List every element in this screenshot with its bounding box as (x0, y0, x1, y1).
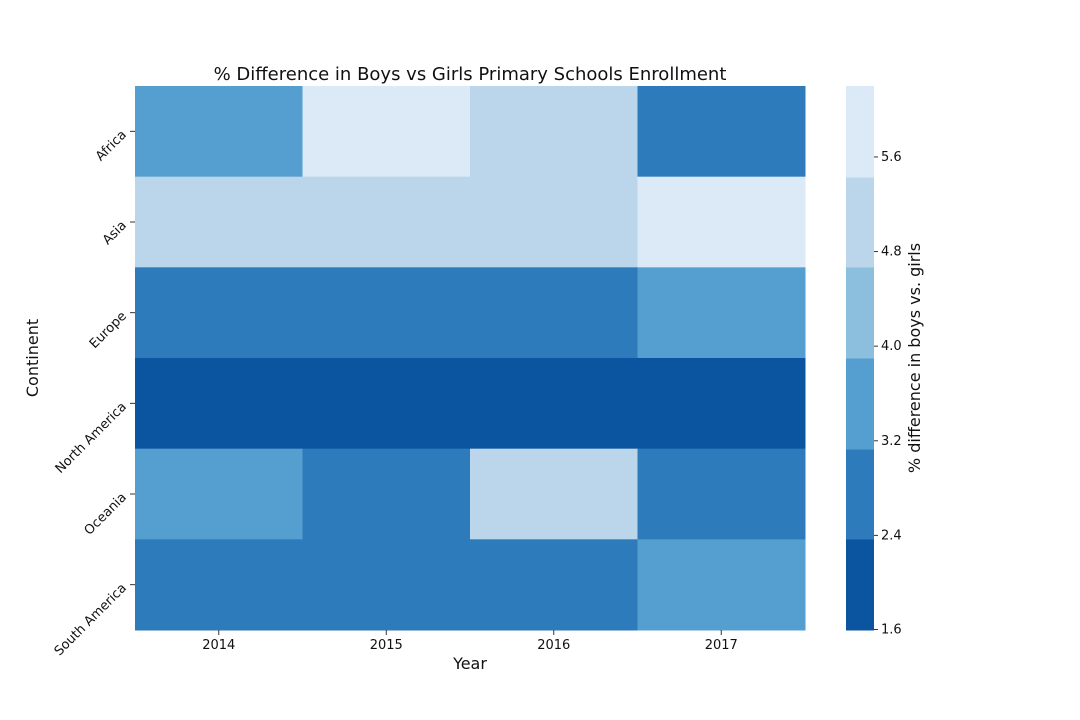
heatmap-cell (135, 267, 303, 359)
colorbar-tick-label: 1.6 (881, 623, 902, 638)
heatmap-cell (637, 358, 806, 450)
heatmap-cell (470, 267, 638, 359)
heatmap-cell (302, 86, 471, 178)
chart-title: % Difference in Boys vs Girls Primary Sc… (214, 64, 727, 85)
heatmap-cell (302, 358, 471, 450)
colorbar-segment (846, 538, 874, 631)
heatmap-cell (135, 86, 303, 178)
heatmap-cell (470, 448, 638, 540)
colorbar (846, 86, 874, 631)
x-tick-label: 2014 (202, 638, 235, 653)
y-tick-label: South America (52, 581, 130, 659)
colorbar-segment (846, 449, 874, 540)
heatmap-cell (135, 358, 303, 450)
heatmap-cell (470, 176, 638, 268)
y-tick-label: Oceania (82, 490, 130, 538)
x-tick-label: 2016 (537, 638, 570, 653)
colorbar-segment (846, 266, 874, 359)
colorbar-segment (846, 177, 874, 268)
heatmap-cell (302, 176, 471, 268)
colorbar-tick-label: 4.8 (881, 245, 902, 260)
heatmap-cell (470, 86, 638, 178)
heatmap-cell (470, 539, 638, 631)
y-tick-label: Africa (93, 128, 130, 165)
colorbar-tick-labels: 1.6 2.4 3.2 4.0 4.8 5.6 (874, 150, 902, 638)
colorbar-tick-label: 4.0 (881, 339, 902, 354)
heatmap-cell (470, 358, 638, 450)
heatmap-cell (302, 448, 471, 540)
colorbar-label: % difference in boys vs. girls (905, 243, 924, 473)
y-tick-label: North America (53, 400, 130, 477)
y-axis-label: Continent (23, 319, 42, 397)
colorbar-segment (846, 86, 874, 178)
heatmap-cell (135, 176, 303, 268)
y-tick-labels: Africa Asia Europe North America Oceania Sout… (52, 128, 135, 659)
heatmap-cell (135, 448, 303, 540)
x-tick-label: 2015 (370, 638, 403, 653)
x-axis-label: Year (452, 654, 487, 673)
x-tick-labels: 2014 2015 2016 2017 (202, 630, 738, 653)
colorbar-tick-label: 5.6 (881, 150, 902, 165)
heatmap-cell (135, 539, 303, 631)
y-tick-label: Europe (87, 309, 130, 352)
heatmap-cell (637, 539, 806, 631)
heatmap-cell (302, 267, 471, 359)
heatmap-cell (302, 539, 471, 631)
heatmap-cell (637, 86, 806, 178)
y-tick-label: Asia (100, 218, 130, 248)
heatmap-cell (637, 448, 806, 540)
colorbar-segment (846, 358, 874, 450)
colorbar-tick-label: 2.4 (881, 528, 902, 543)
heatmap-cell (637, 267, 806, 359)
heatmap-cells (135, 86, 806, 631)
x-tick-label: 2017 (705, 638, 738, 653)
heatmap-cell (637, 176, 806, 268)
colorbar-tick-label: 3.2 (881, 434, 902, 449)
